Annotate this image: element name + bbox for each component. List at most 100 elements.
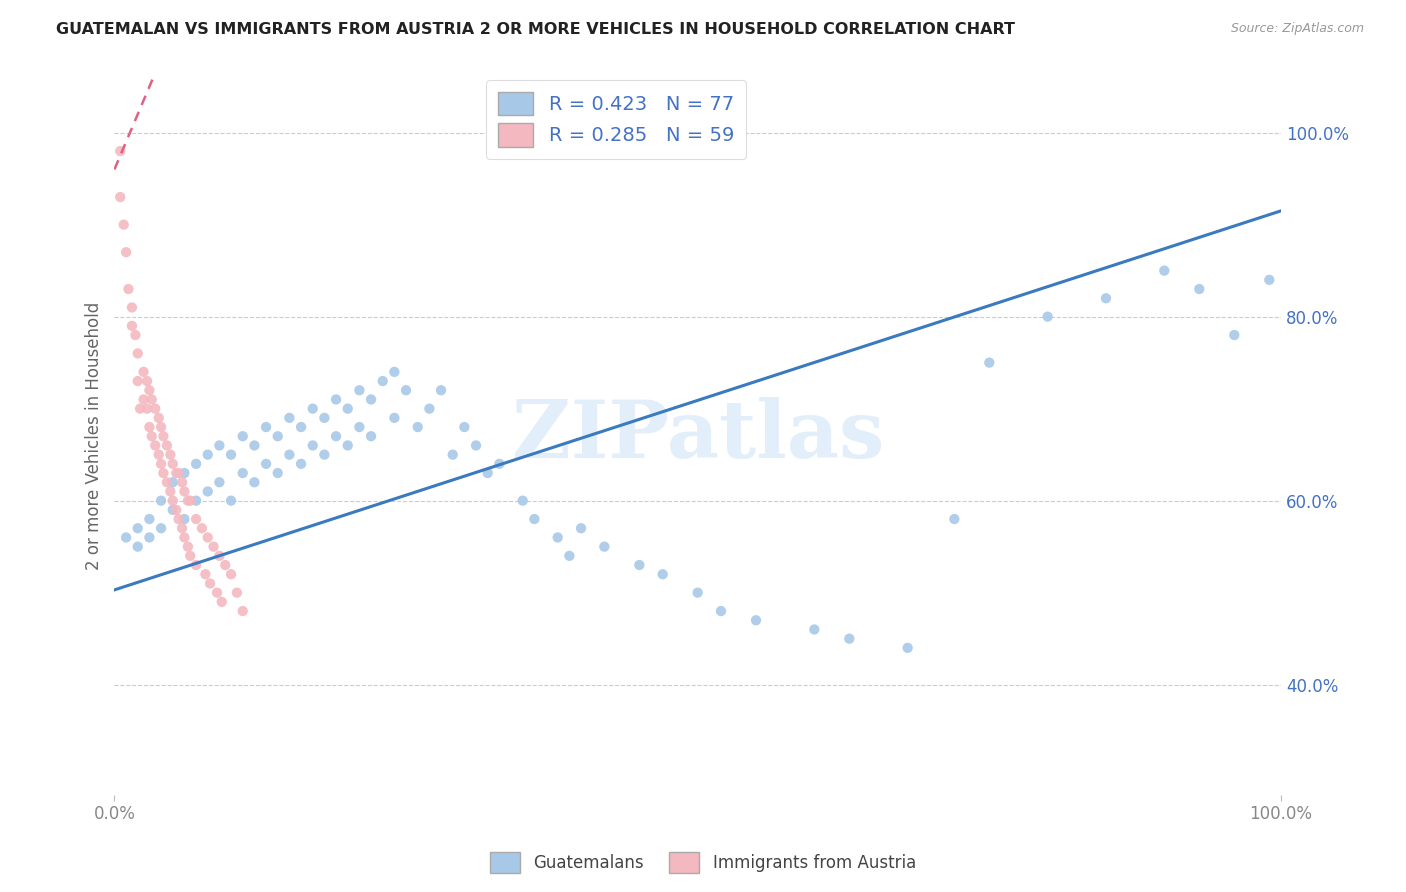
Point [290,457,312,471]
Point [569,521,592,535]
Point [141,392,163,407]
Point [162,503,184,517]
Point [170,521,193,535]
Point [156,475,179,490]
Point [225,585,247,599]
Point [208,549,231,563]
Point [156,438,179,452]
Point [112,218,135,232]
Point [167,466,190,480]
Point [179,493,201,508]
Point [129,401,152,416]
Point [360,392,382,407]
Point [152,466,174,480]
Point [301,401,323,416]
Point [143,438,166,452]
Point [943,512,966,526]
Point [165,503,187,517]
Point [267,429,290,443]
Point [441,448,464,462]
Point [1036,310,1059,324]
Point [314,448,336,462]
Point [382,410,405,425]
Point [477,466,499,480]
Point [138,512,160,526]
Point [219,448,242,462]
Point [205,585,228,599]
Point [371,374,394,388]
Point [202,540,225,554]
Point [1188,282,1211,296]
Point [173,484,195,499]
Point [159,448,181,462]
Point [465,438,488,452]
Point [197,448,219,462]
Point [127,374,149,388]
Point [838,632,860,646]
Point [110,144,132,158]
Point [512,493,534,508]
Point [745,613,768,627]
Point [1258,273,1281,287]
Point [979,356,1001,370]
Point [184,493,207,508]
Point [395,384,418,398]
Point [243,438,266,452]
Point [127,540,149,554]
Point [191,521,214,535]
Point [710,604,733,618]
Point [162,457,184,471]
Point [121,301,143,315]
Point [167,512,190,526]
Point [132,365,155,379]
Point [406,420,429,434]
Point [593,540,616,554]
Point [360,429,382,443]
Point [136,374,159,388]
Point [349,420,371,434]
Point [232,429,254,443]
Point [418,401,440,416]
Point [430,384,453,398]
Point [152,429,174,443]
Point [897,640,920,655]
Text: Source: ZipAtlas.com: Source: ZipAtlas.com [1230,22,1364,36]
Point [177,493,200,508]
Point [184,457,207,471]
Point [254,420,277,434]
Point [290,420,312,434]
Point [208,438,231,452]
Point [301,438,323,452]
Point [138,384,160,398]
Point [170,475,193,490]
Point [132,392,155,407]
Point [117,282,139,296]
Point [243,475,266,490]
Point [198,576,221,591]
Point [278,448,301,462]
Point [1223,328,1246,343]
Point [184,558,207,572]
Point [173,512,195,526]
Point [1095,291,1118,305]
Point [628,558,651,572]
Point [115,531,138,545]
Point [349,384,371,398]
Point [150,521,173,535]
Point [184,512,207,526]
Point [325,392,347,407]
Point [254,457,277,471]
Point [232,604,254,618]
Point [150,493,173,508]
Point [138,420,160,434]
Point [488,457,510,471]
Point [197,484,219,499]
Point [686,585,709,599]
Y-axis label: 2 or more Vehicles in Household: 2 or more Vehicles in Household [86,302,103,570]
Point [803,623,825,637]
Point [314,410,336,425]
Point [232,466,254,480]
Point [127,521,149,535]
Point [150,457,173,471]
Point [138,531,160,545]
